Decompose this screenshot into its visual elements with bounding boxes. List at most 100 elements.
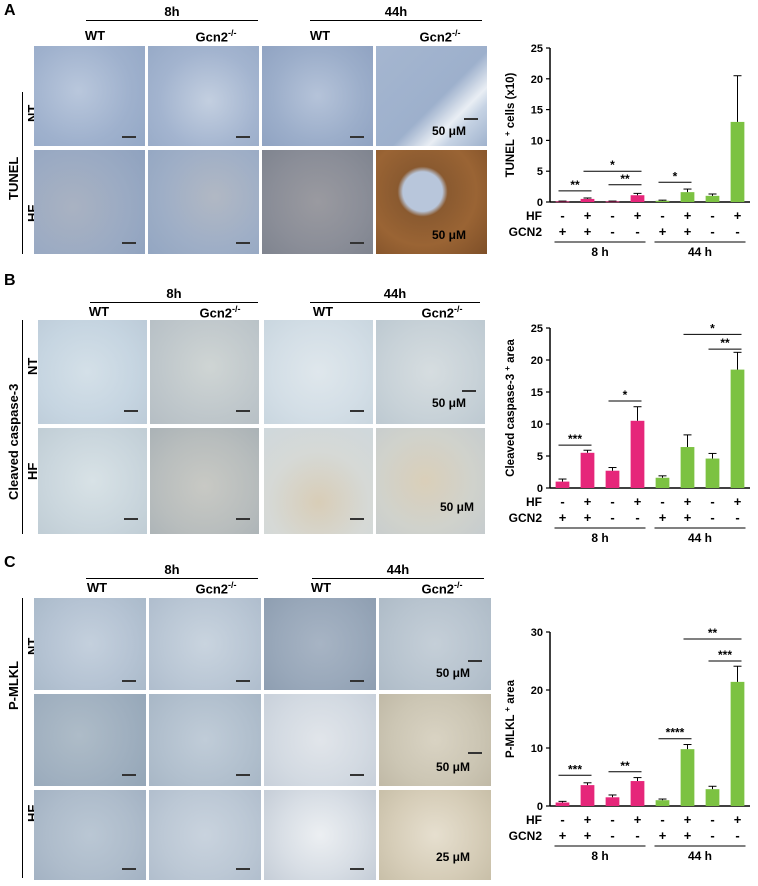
y-axis-label-text: TUNEL	[505, 136, 517, 177]
y-tick-label: 0	[537, 197, 543, 209]
genotype-superscript: -/-	[454, 580, 463, 590]
gcn2-sign: -	[735, 224, 739, 239]
genotype-text: Gcn2	[421, 581, 454, 597]
scale-bar	[236, 136, 250, 138]
micrograph-tunel-8h-wt-hf	[34, 150, 145, 254]
scale-bar	[236, 868, 250, 870]
micrograph-pmlkl-44h-wt-hf-zoom	[264, 790, 376, 880]
scale-bar	[350, 410, 364, 412]
micrograph-pmlkl-44h-wt-nt	[264, 598, 376, 690]
scale-label: 50 μM	[432, 124, 467, 138]
micrograph-tunel-8h-gcn2-hf	[148, 150, 259, 254]
genotype-superscript: -/-	[452, 28, 461, 38]
gcn2-sign: +	[684, 510, 692, 525]
time-underline	[310, 302, 480, 303]
time-underline	[310, 20, 482, 21]
gcn2-sign: -	[710, 224, 714, 239]
y-axis-label: P-MLKL + area	[503, 679, 518, 758]
scale-bar	[122, 774, 136, 776]
scale-bar	[468, 752, 482, 754]
hf-sign: +	[684, 208, 692, 223]
gcn2-sign: -	[635, 828, 639, 843]
gcn2-sign: +	[684, 828, 692, 843]
bar	[580, 785, 595, 806]
bar	[705, 195, 720, 202]
y-tick-label: 10	[531, 419, 543, 431]
scale-label: 25 μM	[436, 850, 471, 864]
significance-label: **	[620, 172, 630, 186]
gcn2-sign: -	[710, 828, 714, 843]
genotype-gcn2: Gcn2-/-	[176, 28, 256, 44]
micrograph-pmlkl-44h-wt-hf	[264, 694, 376, 786]
y-tick-label: 5	[537, 451, 543, 463]
micrograph-caspase-8h-wt-hf	[38, 428, 147, 534]
scale-bar	[122, 868, 136, 870]
genotype-gcn2: Gcn2-/-	[180, 304, 260, 320]
y-axis-label-suffix: cells (x10)	[505, 72, 517, 131]
gcn2-sign: -	[610, 828, 614, 843]
y-tick-label: 5	[537, 166, 543, 178]
bar	[680, 447, 695, 488]
row-bracket	[22, 92, 23, 254]
micrograph-caspase-8h-wt-nt	[38, 320, 147, 424]
micrograph-tunel-8h-wt-nt	[34, 46, 145, 146]
hf-sign: +	[684, 494, 692, 509]
genotype-text: Gcn2	[195, 581, 228, 597]
y-axis-label-sup: +	[503, 707, 512, 712]
scale-bar	[350, 868, 364, 870]
gcn2-sign: -	[710, 510, 714, 525]
genotype-wt: WT	[310, 580, 332, 595]
genotype-text: Gcn2	[195, 29, 228, 45]
hf-sign: +	[734, 812, 742, 827]
bar	[680, 749, 695, 806]
row-bracket	[22, 598, 23, 878]
time-label-44h-a: 44h	[384, 4, 408, 19]
gcn2-sign: +	[684, 224, 692, 239]
hf-sign: +	[584, 494, 592, 509]
significance-label: ****	[666, 726, 685, 740]
time-label-8h-a: 8h	[164, 4, 180, 19]
genotype-superscript: -/-	[454, 304, 463, 314]
bar	[555, 802, 570, 806]
hf-sign: +	[634, 208, 642, 223]
group-label-44h: 44 h	[688, 531, 712, 545]
micrograph-caspase-44h-gcn2-nt	[376, 320, 485, 424]
genotype-wt: WT	[309, 28, 331, 43]
scale-label: 50 μM	[432, 396, 467, 410]
genotype-wt: WT	[86, 580, 108, 595]
hf-sign: +	[634, 494, 642, 509]
scale-bar	[236, 774, 250, 776]
genotype-text: Gcn2	[199, 305, 232, 321]
scale-bar	[124, 518, 138, 520]
significance-label: **	[720, 336, 730, 350]
row-name-hf: HF	[526, 495, 542, 509]
scale-label: 50 μM	[436, 760, 471, 774]
bar	[605, 201, 620, 203]
bar	[730, 681, 745, 806]
hf-sign: -	[660, 812, 664, 827]
y-axis-label-sup: +	[503, 131, 512, 136]
hf-sign: -	[660, 208, 664, 223]
hf-sign: +	[684, 812, 692, 827]
scale-label: 50 μM	[436, 666, 471, 680]
hf-sign: -	[610, 208, 614, 223]
scale-bar	[350, 518, 364, 520]
bar	[655, 200, 670, 202]
scale-bar	[464, 118, 478, 120]
y-axis-label-suffix: area	[505, 679, 517, 706]
hf-sign: -	[560, 494, 564, 509]
scale-label: 50 μM	[440, 500, 475, 514]
gcn2-sign: +	[559, 828, 567, 843]
y-tick-label: 0	[537, 483, 543, 495]
micrograph-pmlkl-44h-gcn2-hf-zoom	[379, 790, 491, 880]
hf-sign: -	[560, 208, 564, 223]
micrograph-pmlkl-44h-gcn2-hf	[379, 694, 491, 786]
bar	[680, 192, 695, 202]
scale-bar	[236, 242, 250, 244]
significance-label: **	[570, 178, 580, 192]
bar	[605, 797, 620, 806]
bar	[730, 121, 745, 202]
